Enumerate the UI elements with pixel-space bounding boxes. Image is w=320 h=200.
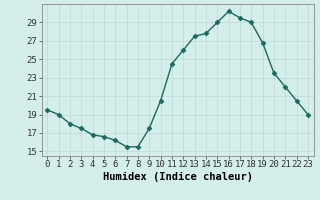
X-axis label: Humidex (Indice chaleur): Humidex (Indice chaleur)	[103, 172, 252, 182]
